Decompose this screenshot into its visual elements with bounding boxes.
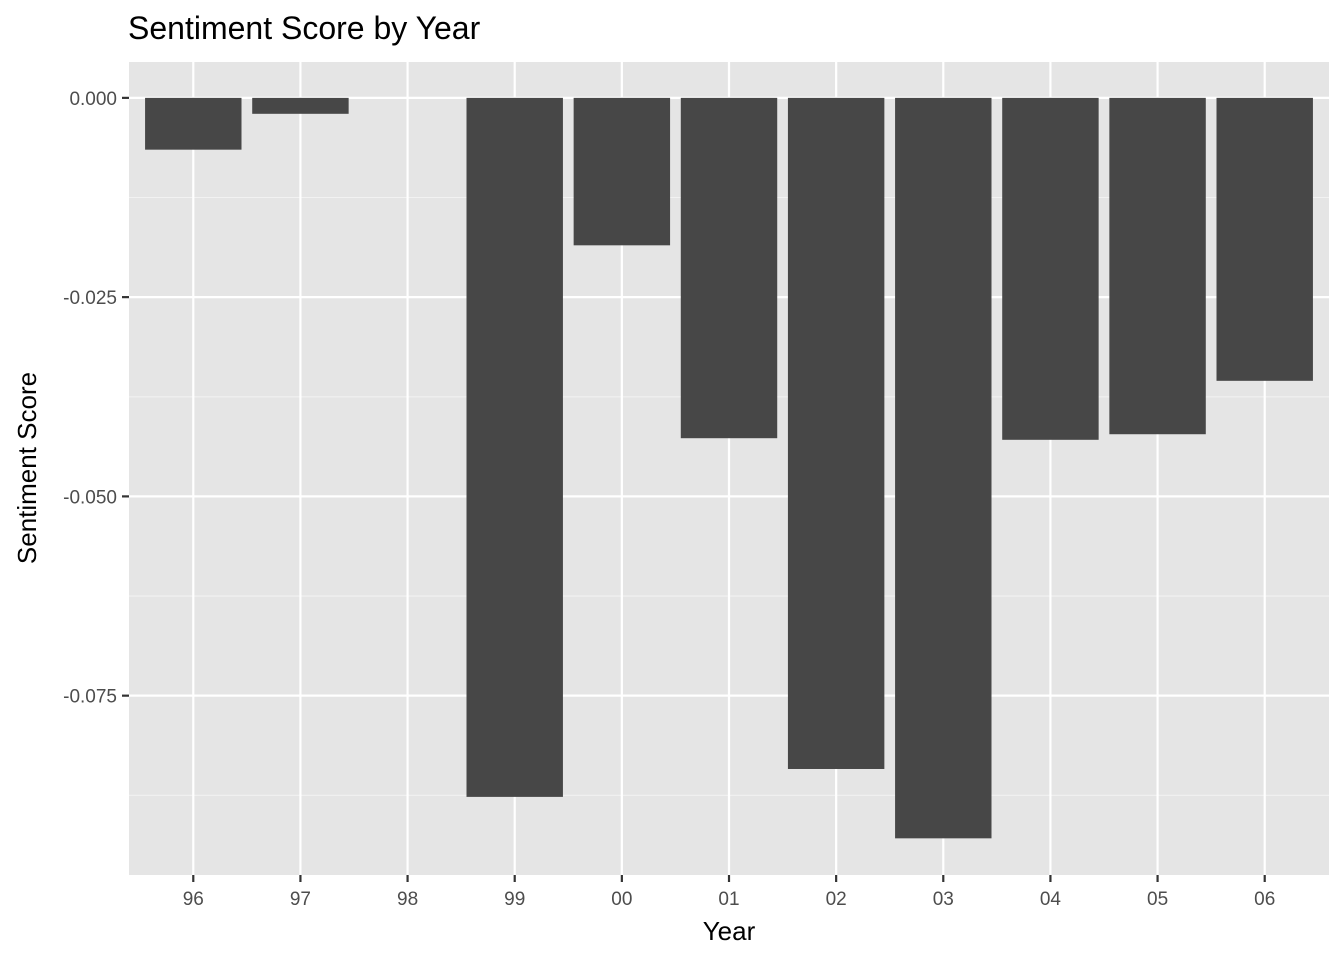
y-axis-title: Sentiment Score [12,372,42,564]
bar-04 [1002,97,1099,440]
x-tick-label: 99 [504,889,525,910]
x-tick-label: 97 [290,889,311,910]
x-tick-label: 98 [397,889,418,910]
bars [145,97,1313,839]
x-axis: 96 97 98 99 00 01 02 03 04 05 06 [183,875,1275,910]
y-tick-label: -0.075 [63,687,117,708]
chart-title: Sentiment Score by Year [128,10,481,46]
x-tick-label: 05 [1147,889,1168,910]
y-tick-label: 0.000 [69,89,117,110]
x-tick-label: 96 [183,889,204,910]
x-axis-title: Year [703,916,756,946]
y-axis: 0.000 -0.025 -0.050 -0.075 [63,89,129,708]
bar-06 [1216,97,1313,381]
bar-97 [252,97,349,114]
bar-03 [895,97,992,839]
bar-01 [680,97,778,439]
x-tick-label: 06 [1254,889,1275,910]
bar-00 [573,97,671,246]
bar-99 [466,97,563,797]
bar-02 [787,97,885,769]
bar-05 [1109,97,1206,435]
x-tick-label: 00 [611,889,632,910]
y-tick-label: -0.050 [63,487,117,508]
x-tick-label: 01 [718,889,739,910]
x-tick-label: 03 [933,889,954,910]
bar-96 [145,97,242,150]
x-tick-label: 04 [1040,889,1062,910]
y-tick-label: -0.025 [63,288,117,309]
x-tick-label: 02 [826,889,847,910]
